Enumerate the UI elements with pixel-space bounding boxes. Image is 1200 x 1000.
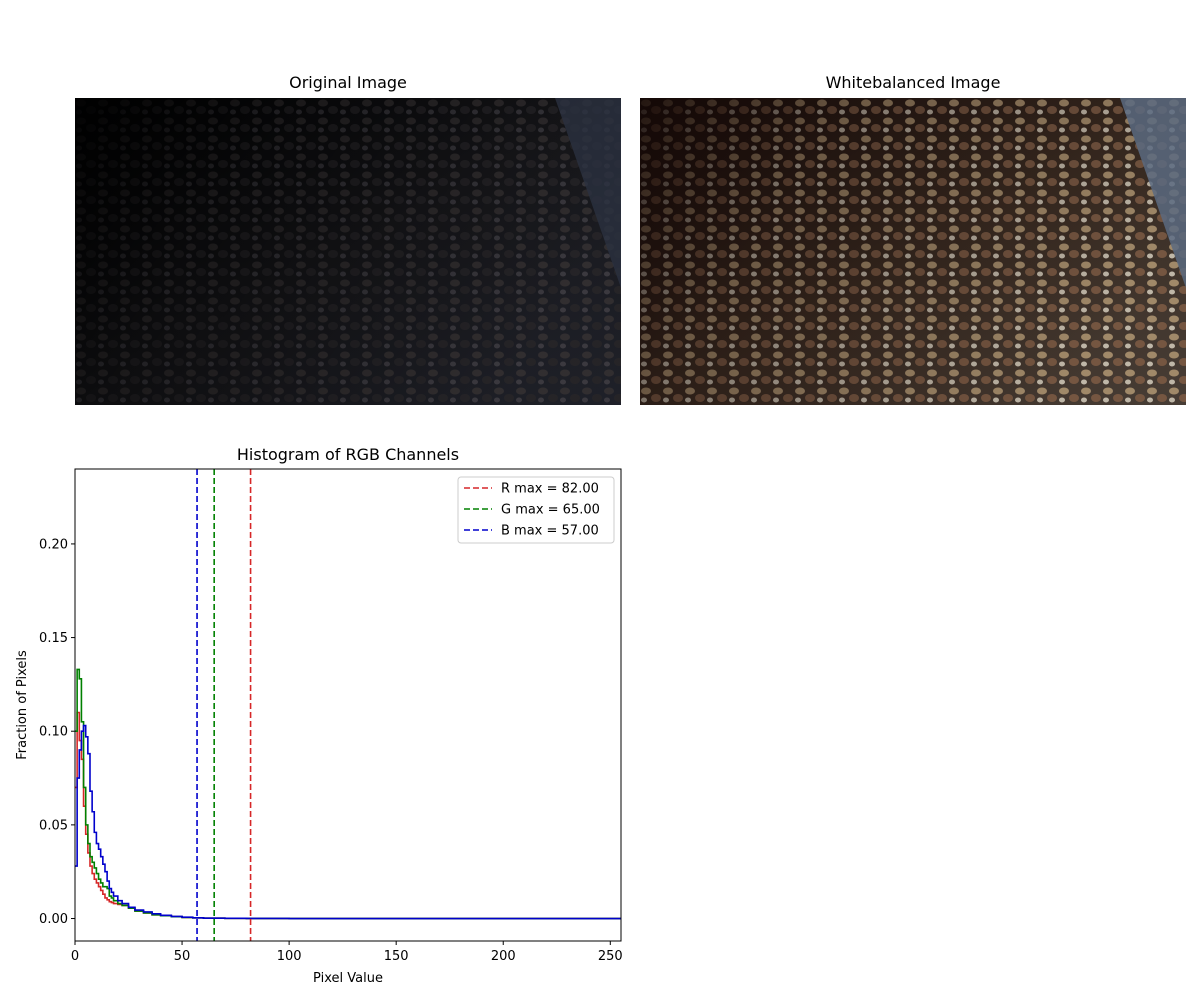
plot-frame xyxy=(74,468,622,942)
legend-entry: B max = 57.00 xyxy=(501,524,599,539)
x-tick-label: 0 xyxy=(71,949,79,964)
y-tick-label: 0.15 xyxy=(39,631,68,646)
series-line-b xyxy=(75,724,621,920)
y-tick-label: 0.10 xyxy=(39,725,68,740)
y-tick-label: 0.05 xyxy=(39,818,68,833)
x-axis-label: Pixel Value xyxy=(313,971,383,986)
whitebalanced-image-title: Whitebalanced Image xyxy=(825,73,1001,92)
original-image-title: Original Image xyxy=(289,73,407,92)
x-tick-label: 100 xyxy=(277,949,302,964)
series-line-r xyxy=(75,711,621,920)
y-tick-label: 0.00 xyxy=(39,912,68,927)
y-axis-label: Fraction of Pixels xyxy=(15,650,30,760)
whitebalanced-image xyxy=(640,98,1186,405)
legend: R max = 82.00 G max = 65.00 B max = 57.00 xyxy=(457,476,615,544)
series-line-g xyxy=(75,668,621,920)
x-tick-label: 50 xyxy=(174,949,191,964)
original-image xyxy=(75,98,621,405)
legend-entry: G max = 65.00 xyxy=(501,503,600,518)
x-tick-label: 150 xyxy=(384,949,409,964)
x-tick-label: 200 xyxy=(491,949,516,964)
legend-entry: R max = 82.00 xyxy=(501,482,599,497)
y-tick-label: 0.20 xyxy=(39,537,68,552)
x-tick-label: 250 xyxy=(598,949,623,964)
legend-box xyxy=(457,476,615,544)
chart-title: Histogram of RGB Channels xyxy=(237,445,459,464)
